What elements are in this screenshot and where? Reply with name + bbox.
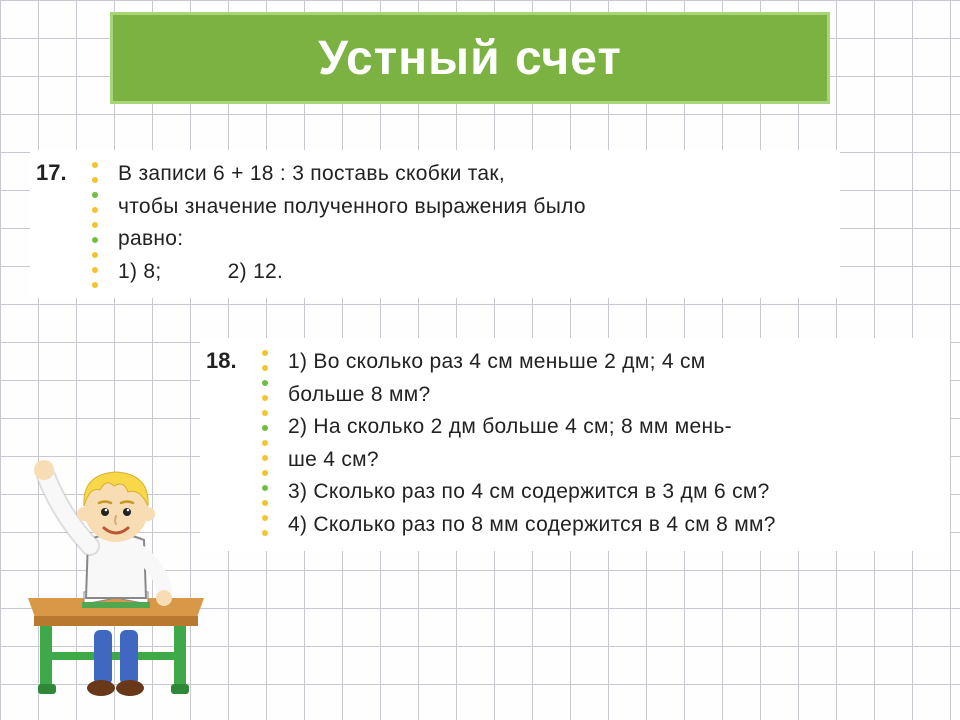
margin-dot xyxy=(92,192,98,198)
text-line: 1) Во сколько раз 4 см меньше 2 дм; 4 см xyxy=(288,346,940,379)
margin-dots xyxy=(88,158,102,288)
margin-dot xyxy=(262,500,268,506)
text-line: равно: xyxy=(118,223,830,256)
problem-text: 1) Во сколько раз 4 см меньше 2 дм; 4 см… xyxy=(272,346,940,541)
margin-dot xyxy=(92,237,98,243)
problem-text: В записи 6 + 18 : 3 поставь скобки так, … xyxy=(102,158,830,288)
margin-dot xyxy=(262,515,268,521)
margin-dot xyxy=(262,425,268,431)
problem-18: 18. 1) Во сколько раз 4 см меньше 2 дм; … xyxy=(200,338,950,551)
margin-dot xyxy=(262,440,268,446)
answer-option: 2) 12. xyxy=(228,260,284,283)
page-title: Устный счет xyxy=(318,31,622,86)
margin-dot xyxy=(92,222,98,228)
boy-at-desk-illustration xyxy=(16,420,216,700)
margin-dot xyxy=(262,530,268,536)
margin-dot xyxy=(262,380,268,386)
margin-dot xyxy=(262,395,268,401)
margin-dot xyxy=(92,207,98,213)
problem-17: 17. В записи 6 + 18 : 3 поставь скобки т… xyxy=(30,150,840,298)
margin-dots xyxy=(258,346,272,541)
title-box: Устный счет xyxy=(110,12,830,104)
margin-dot xyxy=(262,410,268,416)
answer-line: 1) 8; 2) 12. xyxy=(118,256,830,289)
text-line: ше 4 см? xyxy=(288,444,940,477)
margin-dot xyxy=(262,365,268,371)
text-line: В записи 6 + 18 : 3 поставь скобки так, xyxy=(118,158,830,191)
text-line: 4) Сколько раз по 8 мм содержится в 4 см… xyxy=(288,509,940,542)
margin-dot xyxy=(92,162,98,168)
margin-dot xyxy=(262,470,268,476)
margin-dot xyxy=(92,252,98,258)
margin-dot xyxy=(262,485,268,491)
text-line: 2) На сколько 2 дм больше 4 см; 8 мм мен… xyxy=(288,411,940,444)
text-line: больше 8 мм? xyxy=(288,379,940,412)
text-line: 3) Сколько раз по 4 см содержится в 3 дм… xyxy=(288,476,940,509)
margin-dot xyxy=(262,350,268,356)
answer-option: 1) 8; xyxy=(118,260,162,283)
margin-dot xyxy=(92,267,98,273)
margin-dot xyxy=(92,282,98,288)
problem-number: 17. xyxy=(36,158,88,288)
margin-dot xyxy=(262,455,268,461)
text-line: чтобы значение полученного выражения был… xyxy=(118,191,830,224)
margin-dot xyxy=(92,177,98,183)
